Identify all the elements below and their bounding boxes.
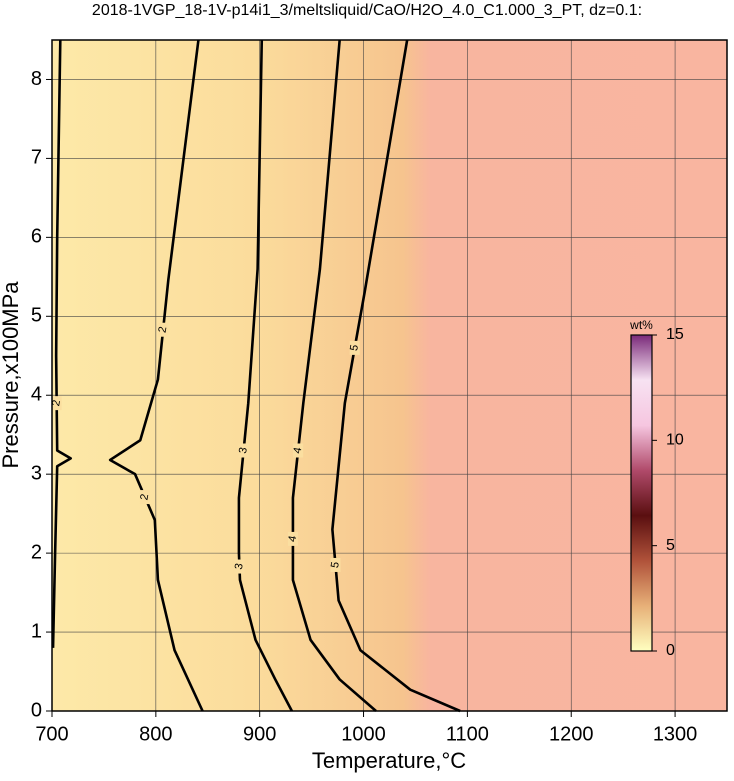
x-tick-label: 1100	[446, 723, 489, 745]
contour-label: 2	[138, 493, 151, 501]
x-tick-label: 700	[35, 723, 68, 745]
colorbar-tick-label: 10	[666, 432, 684, 449]
y-tick-label: 0	[31, 699, 42, 721]
contour-label-bg	[287, 531, 298, 546]
contour-line	[51, 39, 72, 648]
contour-label-bg	[234, 559, 245, 574]
contour-label: 3	[237, 446, 250, 454]
y-axis-label: Pressure,x100MPa	[0, 281, 23, 469]
colorbar-tick-label: 15	[666, 326, 684, 343]
contour-label: 3	[233, 562, 246, 570]
x-tick-label: 1200	[549, 723, 594, 745]
contour-line	[237, 39, 294, 712]
colorbar-label: wt%	[629, 318, 653, 332]
y-tick-label: 7	[31, 147, 42, 169]
x-tick-label: 1300	[653, 723, 698, 745]
chart-title: 2018-1VGP_18-1V-p14i1_3/meltsliquid/CaO/…	[92, 2, 642, 19]
contour-label-bg	[238, 443, 249, 458]
x-axis-label: Temperature,°C	[312, 748, 466, 773]
contour-label: 5	[329, 561, 342, 569]
contour-label: 5	[348, 344, 361, 352]
y-tick-label: 2	[31, 541, 42, 563]
plot-frame	[51, 39, 728, 712]
contour-label-bg	[139, 490, 150, 505]
contour-label: 4	[292, 446, 305, 454]
contour-label-bg	[330, 557, 341, 572]
y-tick-label: 1	[31, 620, 42, 642]
y-tick-label: 4	[31, 384, 42, 406]
contour-label-bg	[51, 396, 62, 411]
contour-label-bg	[349, 340, 360, 355]
contour-label: 2	[50, 399, 63, 407]
x-tick-label: 900	[243, 723, 276, 745]
y-tick-label: 8	[31, 68, 42, 90]
contour-label: 2	[157, 326, 170, 334]
contour-label-bg	[293, 443, 304, 458]
x-tick-label: 800	[139, 723, 172, 745]
x-tick-label: 1000	[341, 723, 386, 745]
contour-label: 4	[286, 535, 299, 543]
colorbar-tick-label: 5	[666, 537, 675, 554]
contour-label-bg	[158, 322, 169, 337]
colorbar-tick-label: 0	[666, 642, 675, 659]
y-tick-label: 3	[31, 462, 42, 484]
colorbar	[630, 334, 653, 652]
y-tick-label: 6	[31, 226, 42, 248]
y-tick-label: 5	[31, 305, 42, 327]
